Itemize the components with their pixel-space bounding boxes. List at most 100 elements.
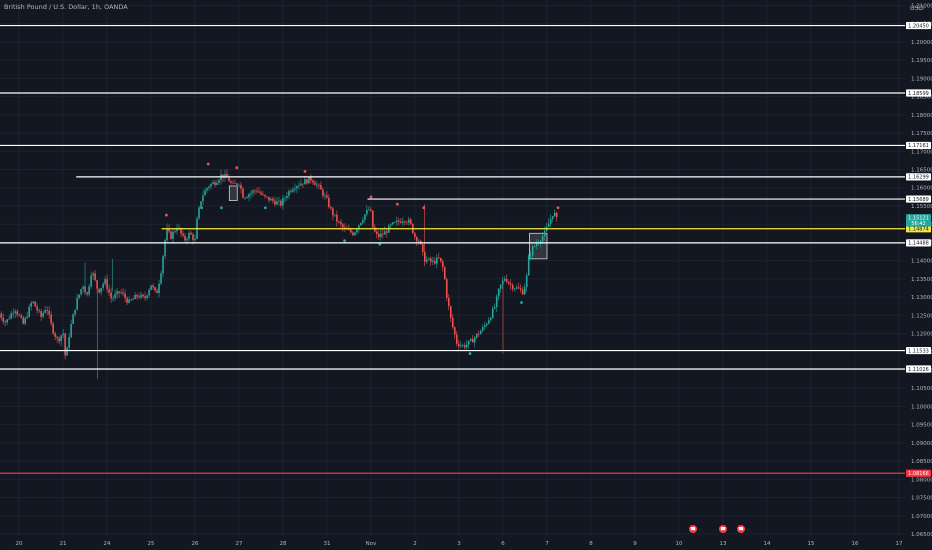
candle-body (148, 290, 150, 296)
level-label-bg (906, 89, 931, 97)
y-tick-label: 1.10000 (911, 404, 932, 410)
candle-body (445, 279, 448, 298)
candle-body (491, 308, 494, 318)
candle-body (509, 283, 512, 285)
level-label: 1.20450 (908, 23, 929, 29)
candle-body (537, 243, 540, 244)
x-tick-label: 16 (852, 541, 859, 547)
candle-body (414, 233, 416, 238)
candle-body (262, 194, 264, 196)
candle-body (136, 294, 138, 297)
currency-unit: USD (910, 4, 924, 12)
candle-body (108, 289, 110, 293)
candle-body (539, 241, 542, 244)
y-tick-label: 1.19000 (911, 76, 932, 82)
x-tick-label: 13 (720, 541, 727, 547)
candle-body (360, 222, 362, 226)
candle-body (344, 227, 346, 229)
candle-body (50, 314, 52, 324)
candle-body (170, 231, 172, 239)
signal-dot (200, 206, 204, 210)
candle-body (477, 333, 480, 335)
candle-body (192, 234, 194, 240)
candle-body (481, 327, 484, 331)
y-tick-label: 1.12500 (911, 313, 932, 319)
candle-body (40, 311, 42, 317)
x-tick-label: 28 (280, 541, 287, 547)
candle-body (210, 183, 212, 187)
candle-body (507, 281, 510, 284)
candle-body (304, 179, 306, 185)
candle-body (176, 228, 178, 232)
candle-body (36, 306, 38, 311)
signal-dot (303, 169, 307, 173)
candle-body (236, 183, 238, 185)
candle-body (513, 288, 516, 290)
candle-body (6, 319, 8, 323)
candle-body (234, 182, 236, 184)
candle-body (16, 311, 18, 315)
x-tick-label: 9 (633, 541, 637, 547)
candle-body (551, 216, 554, 219)
level-label-bg (906, 365, 931, 373)
candle-body (352, 232, 354, 236)
candle-body (439, 258, 442, 262)
candle-body (453, 327, 456, 335)
candle-body (308, 176, 310, 184)
candle-body (525, 275, 528, 288)
candle-body (188, 232, 190, 239)
candle-body (376, 231, 378, 235)
candle-body (332, 208, 334, 216)
candle-body (435, 257, 438, 264)
candle-body (254, 190, 256, 192)
calendar-event-icon[interactable] (718, 524, 728, 534)
candle-body (499, 284, 502, 289)
candle-body (86, 292, 88, 295)
candle-body (529, 255, 532, 257)
candle-body (58, 338, 60, 342)
candle-body (54, 333, 56, 337)
y-tick-label: 1.21000 (911, 4, 932, 10)
level-label: 1.16299 (908, 175, 929, 181)
x-tick-label: Nov (366, 541, 377, 547)
candle-body (198, 207, 200, 219)
x-axis-ticks: 20 21 24 25 26 27 28 31 Nov 2 3 6 7 8 9 10 13 14 15 16 17 (16, 541, 903, 547)
candle-body (547, 223, 550, 227)
y-tick-label: 1.16500 (911, 168, 932, 174)
level-lines[interactable]: 1.20450 1.18599 1.17161 1.16299 1.15689 1.148… (0, 21, 931, 477)
candle-body (408, 219, 410, 223)
candle-body (32, 301, 34, 303)
candle-body (232, 182, 234, 184)
candle-body (278, 200, 280, 202)
candle-body (427, 258, 430, 260)
candle-body (541, 236, 544, 242)
candle-body (248, 194, 250, 198)
chart-title: British Pound / U.S. Dollar, 1h, OANDA (4, 3, 128, 11)
candle-body (160, 273, 162, 284)
candle-body (64, 333, 66, 356)
signal-dot (165, 213, 168, 217)
candle-body (284, 197, 286, 199)
candle-body (4, 321, 6, 323)
candle-body (350, 229, 352, 233)
signal-dot (220, 206, 223, 210)
calendar-event-icon[interactable] (688, 524, 698, 534)
candle-body (555, 212, 558, 218)
calendar-event-icon[interactable] (736, 524, 746, 534)
candle-body (318, 184, 320, 186)
economic-events[interactable] (688, 524, 746, 534)
candle-body (392, 222, 394, 225)
candle-body (531, 246, 534, 256)
candle-body (274, 200, 276, 205)
candle-body (124, 293, 126, 299)
level-label-bg (906, 346, 931, 355)
candle-body (410, 219, 412, 224)
level-label-bg (906, 239, 931, 247)
y-tick-label: 1.17000 (911, 149, 932, 155)
candle-body (82, 286, 84, 290)
candle-body (22, 317, 24, 324)
candle-body (316, 184, 318, 186)
candle-body (404, 221, 406, 223)
